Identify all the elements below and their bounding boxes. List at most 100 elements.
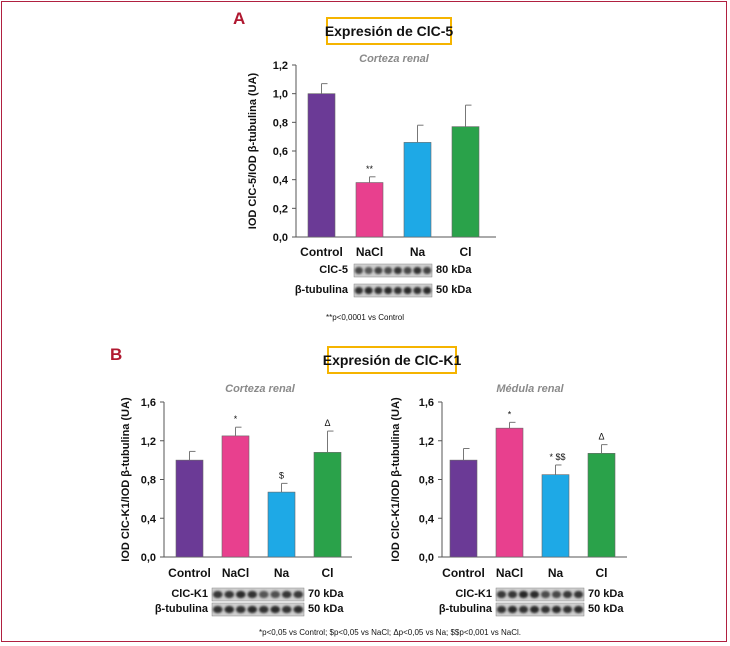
blot-strip-background: [353, 263, 433, 278]
blot-band: [258, 590, 269, 599]
panel-a-blot-label-tubulin: β-tubulina: [295, 284, 349, 296]
blot-band: [374, 286, 383, 295]
chart-b2-ylabel: IOD ClC-K1/IOD β-tubulina (UA): [390, 397, 402, 562]
blot-band: [551, 605, 562, 614]
chart-b1-bar-cl: [313, 452, 342, 558]
blot-band: [293, 590, 304, 599]
blot-band: [496, 590, 507, 599]
panel-a-blot-kda-clc5: 80 kDa: [436, 264, 472, 276]
chart-a-category-cl: Cl: [460, 245, 472, 259]
chart-a-title: Corteza renal: [359, 53, 430, 65]
chart-a-tick-label: 1,0: [273, 89, 288, 101]
blot-band: [413, 266, 422, 275]
blot-band: [354, 266, 363, 275]
chart-b1-category-na: Na: [274, 566, 290, 580]
panel-a-blot-kda-tubulin: 50 kDa: [436, 284, 472, 296]
blot-band: [364, 286, 373, 295]
blot-band: [270, 605, 281, 614]
blot-band: [562, 605, 573, 614]
blot-band: [293, 605, 304, 614]
blot-band: [212, 605, 223, 614]
panel-b-title-box: [327, 346, 457, 374]
blot-band: [573, 590, 584, 599]
panel-b-left-blot-clck1: [211, 587, 305, 602]
chart-a-tick-label: 0,8: [273, 117, 288, 129]
chart-a-bar-na: [403, 142, 432, 238]
blot-band: [423, 266, 432, 275]
chart-a-bar-control: [307, 93, 336, 238]
blot-band: [413, 286, 422, 295]
blot-band: [403, 266, 412, 275]
chart-b2-bar-cl: [587, 453, 616, 558]
blot-band: [384, 266, 393, 275]
chart-b1-tick-label: 0,8: [141, 475, 156, 487]
chart-b2-tick-label: 0,8: [419, 475, 434, 487]
blot-band: [393, 266, 402, 275]
chart-a-tick-label: 0,6: [273, 146, 288, 158]
blot-band: [518, 590, 529, 599]
chart-b1-tick-label: 1,2: [141, 436, 156, 448]
chart-b1-category-nacl: NaCl: [222, 566, 249, 580]
chart-b1-ylabel: IOD ClC-K1/IOD β-tubulina (UA): [120, 397, 132, 562]
panel-b-right-blot-clck1: [495, 587, 585, 602]
blot-band: [529, 605, 540, 614]
panel-b-title: Expresión de ClC-K1: [323, 352, 462, 368]
panel-b-right-blot-tubulin: [495, 602, 585, 617]
blot-band: [540, 605, 551, 614]
chart-b2-annotation-cl: Δ: [598, 432, 604, 442]
panel-b-footnote: *p<0,05 vs Control; $p<0,05 vs NaCl; Δp<…: [259, 628, 521, 637]
chart-b2-bar-nacl: [495, 427, 524, 558]
chart-b1-annotation-na: $: [279, 470, 284, 480]
blot-band: [507, 605, 518, 614]
chart-b2-annotation-nacl: *: [508, 409, 512, 419]
chart-a-bar-nacl: [355, 182, 384, 238]
chart-a-category-na: Na: [410, 245, 426, 259]
chart-b2-title: Médula renal: [496, 383, 564, 395]
blot-band: [540, 590, 551, 599]
blot-band: [247, 605, 258, 614]
blot-band: [423, 286, 432, 295]
blot-band: [562, 590, 573, 599]
chart-b-medula: Médula renal IOD ClC-K1/IOD β-tubulina (U…: [390, 383, 627, 580]
chart-b2-bar-control: [449, 459, 478, 558]
blot-band: [374, 266, 383, 275]
chart-a-category-control: Control: [300, 245, 343, 259]
chart-b1-title: Corteza renal: [225, 383, 296, 395]
chart-b1-annotation-nacl: *: [234, 414, 238, 424]
chart-a-category-nacl: NaCl: [356, 245, 383, 259]
blot-band: [364, 266, 373, 275]
blot-band: [235, 590, 246, 599]
chart-b2-annotation-na: * $$: [549, 452, 565, 462]
blot-band: [235, 605, 246, 614]
panel-b-left-blot-label-clck1: ClC-K1: [171, 588, 208, 600]
panel-b-left-blot-kda-clck1: 70 kDa: [308, 588, 344, 600]
chart-a-ylabel: IOD ClC-5/IOD β-tubulina (UA): [247, 72, 259, 229]
panel-b-left-blot-kda-tubulin: 50 kDa: [308, 603, 344, 615]
panel-b-letter: B: [110, 345, 122, 364]
chart-a-tick-label: 1,2: [273, 60, 288, 72]
blot-band: [270, 590, 281, 599]
chart-b1-tick-label: 0,0: [141, 552, 156, 564]
blot-band: [354, 286, 363, 295]
chart-a: Corteza renal IOD ClC-5/IOD β-tubulina (U…: [247, 53, 496, 259]
panel-b-right-blot-label-clck1: ClC-K1: [455, 588, 492, 600]
panel-a-letter: A: [233, 9, 245, 28]
chart-b1-bar-nacl: [221, 435, 250, 558]
panel-b-right-blot-label-tubulin: β-tubulina: [439, 603, 493, 615]
chart-b2-tick-label: 1,2: [419, 436, 434, 448]
chart-b2-bar-na: [541, 474, 570, 558]
blot-strip-background: [495, 587, 585, 602]
blot-strip-background: [211, 587, 305, 602]
chart-b2-tick-label: 0,4: [419, 513, 435, 525]
chart-a-tick-label: 0,0: [273, 232, 288, 244]
blot-band: [281, 590, 292, 599]
panel-a-footnote: **p<0,0001 vs Control: [326, 313, 404, 322]
blot-band: [281, 605, 292, 614]
chart-b1-annotation-cl: Δ: [324, 418, 330, 428]
chart-a-tick-label: 0,4: [273, 175, 289, 187]
chart-a-annotation-nacl: **: [366, 164, 374, 174]
blot-band: [403, 286, 412, 295]
panel-b-right-blot-kda-clck1: 70 kDa: [588, 588, 624, 600]
